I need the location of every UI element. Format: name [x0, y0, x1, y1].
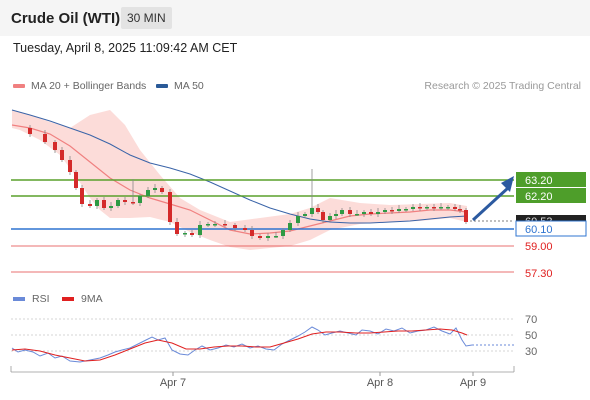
candle-body	[116, 200, 120, 206]
candle-body	[168, 192, 172, 222]
candle-body	[266, 236, 270, 238]
level-tag-62-20: 62.20	[525, 191, 553, 203]
legend-ma50: MA 50	[156, 80, 204, 92]
candle-body	[281, 230, 285, 236]
candle-body	[303, 214, 307, 216]
candle-body	[439, 207, 443, 209]
candle-body	[258, 236, 262, 238]
forecast-arrowhead	[501, 176, 514, 192]
rsi-tick-50: 50	[525, 330, 537, 342]
level-tag-63-20: 63.20	[525, 175, 553, 187]
level-tag-60-10: 60.10	[525, 224, 553, 236]
candle-body	[213, 224, 217, 226]
level-tag-59-00: 59.00	[525, 241, 553, 253]
candle-body	[131, 202, 135, 204]
candle-body	[383, 210, 387, 212]
candle-body	[223, 224, 227, 226]
candle-body	[43, 134, 47, 142]
candle-body	[355, 214, 359, 216]
candle-body	[425, 207, 429, 209]
candle-body	[390, 210, 394, 212]
candle-body	[183, 233, 187, 235]
level-tag-63-20-bg	[516, 172, 586, 187]
x-label-apr8: Apr 8	[367, 377, 393, 389]
instrument-title: Crude Oil (WTI)	[11, 10, 121, 27]
candle-body	[198, 225, 202, 235]
rsi-ma-line	[11, 328, 468, 362]
candle-body	[243, 228, 247, 230]
level-tag-62-20-bg	[516, 188, 586, 203]
candle-body	[175, 222, 179, 234]
candle-body	[453, 207, 457, 209]
ma20-line	[11, 124, 468, 235]
candle-body	[418, 207, 422, 209]
candle-body	[411, 207, 415, 209]
rsi-legend-label: RSI	[32, 293, 50, 305]
candle-body	[80, 188, 84, 204]
candle-body	[146, 190, 150, 196]
candle-body	[28, 128, 32, 134]
candle-body	[74, 172, 78, 188]
candle-body	[95, 200, 99, 206]
candle-body	[296, 216, 300, 223]
ma50-label: MA 50	[174, 80, 204, 92]
candle-body	[68, 160, 72, 172]
rsi-ma-legend-label: 9MA	[81, 293, 103, 305]
candle-body	[446, 207, 450, 209]
candle-body	[288, 223, 292, 230]
level-tag-57-30: 57.30	[525, 268, 553, 280]
chart-header: Crude Oil (WTI) 30 MIN	[0, 0, 590, 36]
rsi-tick-30: 30	[525, 346, 537, 358]
candle-body	[88, 204, 92, 206]
candle-body	[328, 216, 332, 220]
legend-ma20: MA 20 + Bollinger Bands	[13, 80, 146, 92]
level-tag-60-53-bg	[516, 215, 586, 225]
candle-body	[334, 214, 338, 216]
candle-body	[340, 210, 344, 214]
candle-body	[321, 212, 325, 220]
candle-body	[60, 150, 64, 160]
level-tag-60-10-bg	[515, 220, 587, 237]
rsi-line	[11, 326, 473, 363]
candle-body	[138, 196, 142, 203]
candle-body	[53, 142, 57, 150]
candle-body	[109, 206, 113, 208]
candle-body	[369, 212, 373, 214]
candle-body	[432, 207, 436, 209]
ma20-swatch	[13, 84, 25, 89]
candle-body	[464, 210, 468, 222]
timeframe-button[interactable]: 30 MIN	[121, 7, 172, 29]
candlestick-series	[28, 125, 468, 241]
candle-body	[153, 188, 157, 190]
x-label-apr7: Apr 7	[160, 377, 186, 389]
candle-body	[404, 209, 408, 211]
candle-body	[123, 200, 127, 202]
bollinger-band	[12, 110, 467, 250]
rsi-tick-70: 70	[525, 314, 537, 326]
candle-body	[397, 209, 401, 211]
candle-body	[376, 212, 380, 214]
candle-body	[362, 212, 366, 214]
x-label-apr9: Apr 9	[460, 377, 486, 389]
candle-body	[458, 209, 462, 211]
candle-body	[310, 208, 314, 214]
rsi-legend-swatch	[13, 297, 25, 301]
rsi-ma-legend-swatch	[62, 297, 74, 301]
candle-body	[250, 230, 254, 236]
ma50-swatch	[156, 84, 168, 89]
candle-body	[206, 224, 210, 226]
candle-body	[160, 188, 164, 192]
ma20-label: MA 20 + Bollinger Bands	[31, 80, 147, 92]
candle-body	[316, 208, 320, 212]
candle-body	[233, 225, 237, 228]
candle-body	[348, 210, 352, 214]
candle-body	[274, 236, 278, 238]
timestamp: Tuesday, April 8, 2025 11:09:42 AM CET	[13, 41, 238, 55]
candle-body	[102, 200, 106, 208]
candle-body	[190, 233, 194, 235]
research-credit: Research © 2025 Trading Central	[424, 80, 581, 92]
forecast-arrow	[471, 186, 510, 222]
